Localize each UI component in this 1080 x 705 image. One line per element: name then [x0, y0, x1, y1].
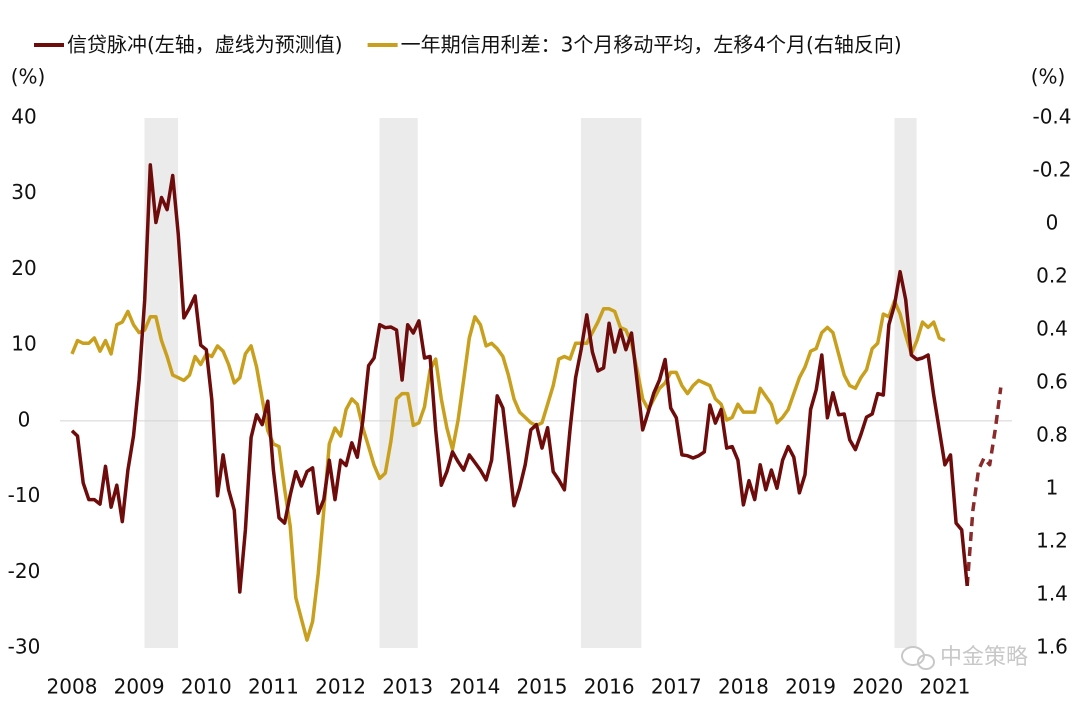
- y2-tick-label: 0: [1046, 211, 1059, 235]
- shaded-period: [379, 118, 418, 648]
- y-tick-label: 10: [11, 332, 36, 356]
- legend-label: 信贷脉冲(左轴，虚线为预测值): [67, 33, 343, 57]
- y2-tick-label: -0.4: [1032, 105, 1071, 129]
- y-tick-label: -30: [8, 635, 41, 659]
- x-tick-label: 2008: [47, 675, 98, 699]
- x-tick-label: 2012: [315, 675, 366, 699]
- x-tick-label: 2015: [517, 675, 568, 699]
- shaded-period: [894, 118, 917, 648]
- watermark-text: 中金策略: [940, 645, 1028, 670]
- y-tick-label: -20: [8, 559, 41, 583]
- y2-axis-label: (%): [1031, 65, 1066, 89]
- x-tick-label: 2014: [449, 675, 500, 699]
- x-tick-label: 2019: [785, 675, 836, 699]
- y2-tick-label: 1.2: [1036, 529, 1068, 553]
- y2-tick-label: 0.8: [1036, 423, 1068, 447]
- x-tick-label: 2016: [584, 675, 635, 699]
- y2-tick-label: 0.2: [1036, 264, 1068, 288]
- x-tick-label: 2018: [718, 675, 769, 699]
- y-tick-label: 40: [11, 105, 36, 129]
- series-line: [965, 387, 1003, 587]
- x-tick-label: 2009: [114, 675, 165, 699]
- x-tick-label: 2011: [248, 675, 299, 699]
- series-line: [70, 163, 969, 594]
- y-tick-label: 0: [18, 407, 31, 431]
- series-line: [70, 299, 946, 642]
- y-axis-label: (%): [11, 65, 46, 89]
- y2-tick-label: 1.4: [1036, 582, 1068, 606]
- y2-tick-label: 0.4: [1036, 317, 1068, 341]
- legend: 信贷脉冲(左轴，虚线为预测值) 一年期信用利差：3个月移动平均，左移4个月(右轴反…: [34, 33, 902, 57]
- y2-tick-label: 0.6: [1036, 370, 1068, 394]
- watermark: 中金策略: [901, 645, 1028, 670]
- y-tick-label: 20: [11, 256, 36, 280]
- y2-tick-label: 1.6: [1036, 635, 1068, 659]
- x-tick-label: 2020: [852, 675, 903, 699]
- y-tick-label: -10: [8, 483, 41, 507]
- x-tick-label: 2010: [181, 675, 232, 699]
- legend-label: 一年期信用利差：3个月移动平均，左移4个月(右轴反向): [401, 33, 902, 57]
- shaded-period: [580, 118, 642, 648]
- y2-tick-label: -0.2: [1032, 158, 1071, 182]
- y-tick-label: 30: [11, 180, 36, 204]
- y2-tick-label: 1: [1046, 476, 1059, 500]
- x-tick-label: 2013: [382, 675, 433, 699]
- x-tick-label: 2017: [651, 675, 702, 699]
- watermark-icon: [917, 654, 935, 670]
- x-tick-label: 2021: [919, 675, 970, 699]
